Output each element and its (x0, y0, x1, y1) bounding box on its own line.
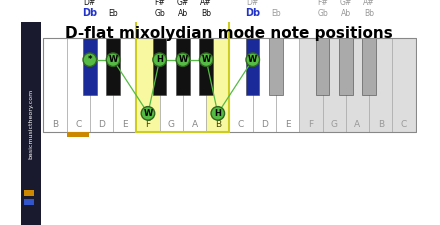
Bar (136, 9, 229, 132)
Bar (106, 38, 120, 94)
Bar (24, 199, 34, 205)
Bar (339, 38, 352, 94)
Text: Db: Db (245, 9, 260, 18)
Text: G: G (168, 120, 175, 129)
Text: D: D (98, 120, 105, 129)
Bar (392, 38, 416, 132)
Text: F#: F# (154, 0, 165, 7)
Text: D-flat mixolydian mode note positions: D-flat mixolydian mode note positions (65, 26, 393, 41)
Bar (21, 22, 40, 225)
Text: Gb: Gb (154, 9, 165, 18)
Text: G#: G# (177, 0, 189, 7)
Circle shape (246, 53, 260, 66)
Bar (183, 38, 206, 132)
Text: F#: F# (317, 0, 328, 7)
Text: D#: D# (246, 0, 259, 7)
Text: W: W (248, 55, 257, 64)
Text: D: D (261, 120, 268, 129)
Bar (363, 38, 376, 94)
Bar (246, 38, 260, 94)
Bar (299, 38, 323, 132)
Bar (369, 38, 392, 132)
Bar (199, 38, 213, 94)
Circle shape (211, 107, 224, 120)
Bar (229, 38, 253, 132)
Text: basicmusictheory.com: basicmusictheory.com (28, 89, 33, 159)
Circle shape (199, 53, 213, 66)
Text: Eb: Eb (108, 9, 118, 18)
Bar (253, 38, 276, 132)
Text: Eb: Eb (271, 9, 281, 18)
Text: D#: D# (84, 0, 96, 7)
Text: B: B (215, 120, 221, 129)
Text: Gb: Gb (317, 9, 328, 18)
Circle shape (176, 53, 190, 66)
Bar (43, 38, 416, 132)
Circle shape (141, 107, 155, 120)
Text: Ab: Ab (341, 9, 351, 18)
Bar (269, 38, 283, 94)
Text: E: E (285, 120, 290, 129)
Text: A: A (191, 120, 198, 129)
Bar (160, 38, 183, 132)
Text: B: B (52, 120, 58, 129)
Text: G#: G# (340, 0, 352, 7)
Bar (176, 38, 190, 94)
Text: F: F (145, 120, 150, 129)
Text: C: C (75, 120, 81, 129)
Text: W: W (202, 55, 211, 64)
Text: B: B (378, 120, 384, 129)
Text: F: F (308, 120, 313, 129)
Text: A#: A# (200, 0, 212, 7)
Bar (136, 38, 160, 132)
Bar (346, 38, 369, 132)
Text: A#: A# (363, 0, 375, 7)
Text: C: C (401, 120, 407, 129)
Bar (316, 38, 329, 94)
Text: H: H (214, 109, 221, 118)
Bar (206, 38, 229, 132)
Text: W: W (143, 109, 153, 118)
Text: Ab: Ab (178, 9, 188, 18)
Bar (43, 38, 66, 132)
Text: W: W (108, 55, 117, 64)
Text: Bb: Bb (201, 9, 211, 18)
Bar (323, 38, 346, 132)
Bar (66, 38, 90, 132)
Text: E: E (122, 120, 128, 129)
Bar (24, 190, 34, 196)
Text: C: C (238, 120, 244, 129)
Bar (113, 38, 136, 132)
Text: *: * (88, 55, 92, 64)
Text: Bb: Bb (364, 9, 374, 18)
Circle shape (83, 53, 96, 66)
Text: G: G (331, 120, 338, 129)
Circle shape (106, 53, 120, 66)
Bar (83, 38, 96, 94)
Text: Db: Db (82, 9, 97, 18)
Text: H: H (156, 55, 163, 64)
Text: A: A (354, 120, 360, 129)
Bar (276, 38, 299, 132)
Text: W: W (178, 55, 187, 64)
Bar (153, 38, 166, 94)
Bar (90, 38, 113, 132)
Bar (67, 132, 89, 137)
Circle shape (153, 53, 166, 66)
